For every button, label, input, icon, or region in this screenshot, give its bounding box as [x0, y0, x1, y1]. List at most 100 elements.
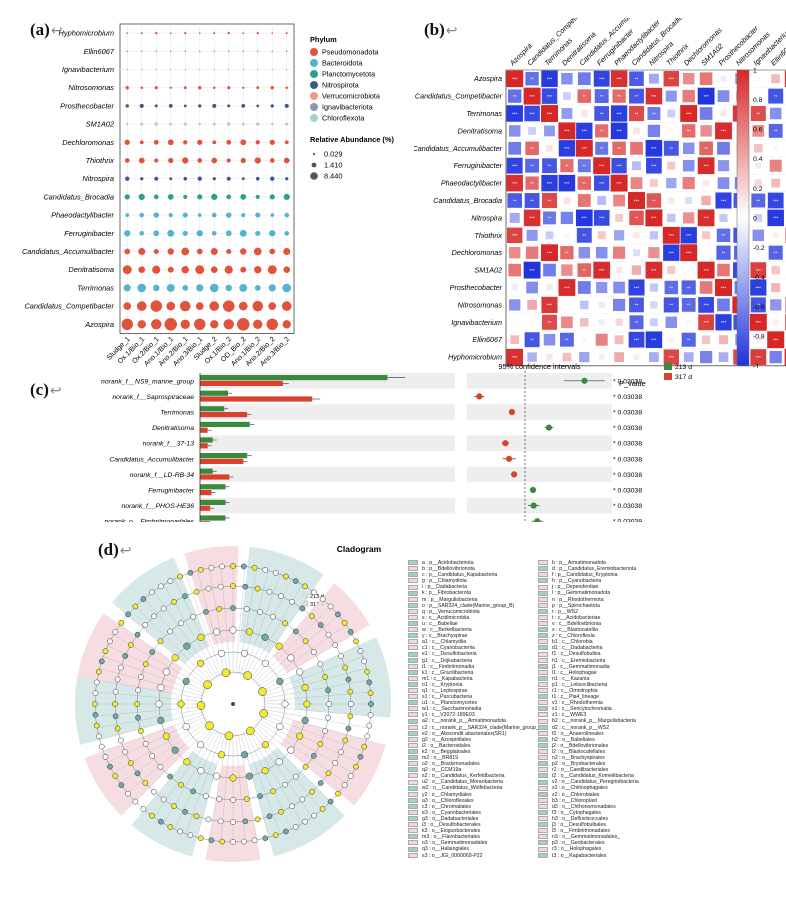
cladogram-key-item: j1 : c__Gemmatimonadia — [538, 664, 723, 670]
tree-node — [230, 583, 236, 589]
heatmap-cell — [526, 229, 538, 241]
heatmap-cell — [577, 281, 591, 294]
tree-node — [224, 731, 234, 740]
tree-node — [327, 603, 334, 610]
cladogram-key-swatch — [538, 718, 548, 724]
significance-mark: ** — [635, 320, 639, 325]
significance-mark: *** — [703, 320, 709, 325]
cladogram-key-item: x2 : o__Chitinophagales — [538, 785, 723, 791]
heatmap-cell — [697, 261, 715, 279]
tree-node — [353, 638, 359, 645]
cladogram-key-item: a : p__Acidobacteriota — [408, 560, 593, 566]
tree-node — [98, 743, 105, 750]
tree-node — [132, 798, 139, 805]
cladogram-key-label: t : c__Acidobacteriae — [552, 614, 601, 621]
tree-node — [261, 659, 269, 667]
heatmap-cell — [768, 88, 784, 104]
tree-node — [183, 642, 191, 650]
tree-node — [197, 659, 205, 667]
bar-317d — [200, 396, 313, 402]
cladogram-key-item: b1 : c__Chlorobia — [538, 639, 723, 645]
tree-node — [357, 648, 364, 655]
bubble — [184, 50, 187, 53]
bubble — [242, 32, 245, 34]
bubble — [256, 122, 260, 126]
tree-node — [177, 828, 184, 835]
tree-node — [245, 628, 254, 636]
row-label: Phaeodactylibacter — [441, 179, 503, 188]
heatmap-cell — [577, 72, 591, 86]
significance-mark: *** — [599, 77, 605, 82]
cladogram-key-swatch — [408, 773, 418, 779]
tree-node — [301, 716, 309, 725]
cladogram-key-item: b : p__Bdellovibrionota — [408, 566, 593, 572]
clade-sector — [249, 747, 345, 857]
heatmap-cell — [611, 158, 627, 174]
heatmap-cell — [771, 74, 781, 84]
bubble — [179, 300, 191, 312]
branch — [262, 706, 373, 717]
heatmap-cell — [768, 245, 783, 260]
tree-node — [112, 688, 119, 695]
tree-node — [275, 642, 283, 650]
heatmap-cell — [717, 298, 730, 312]
bubble — [140, 32, 143, 35]
extended-error-bar-chart: norank_f__NS9_marine_group norank_f__Sapr… — [101, 362, 692, 522]
bubble — [166, 283, 175, 292]
bubble — [240, 139, 247, 146]
cladogram-key-label: s3 : o__JGI_0000069-P22 — [422, 852, 483, 859]
significance-mark: *** — [634, 198, 640, 203]
tree-node — [345, 725, 352, 732]
cladogram-key-label: l2 : o__Blastocatellales — [552, 748, 606, 755]
cladogram-key-item: g2 : o__Azospirillales — [408, 737, 593, 743]
cladogram-key-item: p1 : c__Leiisoclibacteria — [538, 682, 723, 688]
heatmap-cell — [680, 227, 697, 244]
bubble — [198, 68, 201, 71]
cladogram-key-item: m1 : c__Kapabacteria — [408, 676, 593, 682]
diff-point — [545, 424, 553, 431]
bubble — [241, 122, 245, 126]
branch — [247, 582, 304, 679]
cladogram-key-swatch — [408, 809, 418, 815]
heatmap-cell — [648, 73, 659, 84]
significance-mark: *** — [582, 129, 588, 134]
branch — [111, 718, 208, 775]
tree-node — [317, 661, 324, 667]
bubble — [150, 300, 163, 312]
cladogram-key-label: y1 : c__V2072-189E03 — [422, 712, 475, 719]
cladogram-key-swatch — [408, 803, 418, 809]
branch — [118, 623, 209, 687]
cladogram-key-item: d2 : c__norank_p__WS2 — [538, 725, 723, 731]
cladogram-key-swatch — [538, 816, 548, 822]
tree-node — [134, 701, 140, 707]
tree-node — [212, 628, 221, 636]
branch — [93, 706, 204, 717]
significance-mark: ** — [583, 268, 587, 273]
cladogram-key-item: d1 : c__Dadabacteriia — [538, 645, 723, 651]
heatmap-cell — [646, 157, 662, 174]
tree-node — [319, 806, 326, 812]
tree-node — [302, 818, 308, 825]
cladogram-key-swatch — [408, 797, 418, 803]
bubble — [284, 140, 289, 145]
cladogram-key-swatch — [538, 614, 548, 620]
bubble — [283, 193, 290, 201]
heatmap-cell — [633, 127, 640, 135]
tree-node — [257, 793, 263, 799]
cladogram-key-swatch — [408, 572, 418, 578]
tree-node — [257, 609, 263, 615]
cladogram-key-swatch — [538, 773, 548, 779]
tree-node — [243, 671, 252, 680]
significance-mark: *** — [703, 164, 709, 169]
heatmap-cell — [682, 72, 695, 85]
cladogram-key-swatch — [538, 755, 548, 761]
heatmap-cell — [545, 231, 554, 240]
tree-node — [302, 764, 309, 770]
heatmap-cell — [511, 284, 518, 291]
branch — [142, 596, 214, 682]
tree-node — [95, 733, 102, 740]
bubble — [181, 266, 189, 274]
cladogram-key-label: g1 : c__Dojkabacteria — [422, 657, 473, 664]
heatmap-cell — [523, 209, 541, 227]
tree-node — [311, 589, 317, 596]
